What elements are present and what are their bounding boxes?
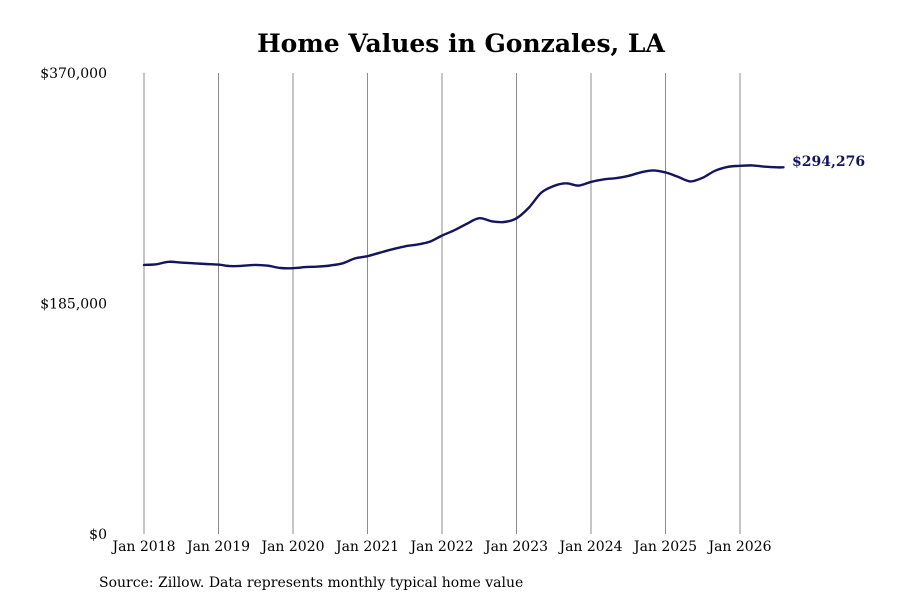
gridlines	[143, 73, 741, 534]
y-axis: $0 $185,000 $370,000	[40, 66, 107, 543]
x-tick-label: Jan 2020	[259, 539, 324, 555]
x-axis: Jan 2018 Jan 2019 Jan 2020 Jan 2021 Jan 2022…	[110, 539, 771, 555]
x-tick-label: Jan 2025	[632, 539, 697, 555]
x-tick-label: Jan 2023	[483, 539, 548, 555]
x-tick-label: Jan 2024	[557, 539, 622, 555]
end-value-label: $294,276	[792, 154, 865, 170]
x-tick-label: Jan 2021	[334, 539, 399, 555]
x-tick-label: Jan 2026	[706, 539, 771, 555]
x-tick-label: Jan 2019	[185, 539, 250, 555]
y-tick-label: $185,000	[40, 297, 107, 313]
home-value-series-line	[142, 164, 785, 270]
source-note: Source: Zillow. Data represents monthly …	[99, 575, 523, 591]
x-tick-label: Jan 2018	[110, 539, 175, 555]
y-tick-label: $0	[89, 527, 107, 543]
x-tick-label: Jan 2022	[408, 539, 473, 555]
y-tick-label: $370,000	[40, 66, 107, 82]
chart-title: Home Values in Gonzales, LA	[257, 29, 665, 58]
